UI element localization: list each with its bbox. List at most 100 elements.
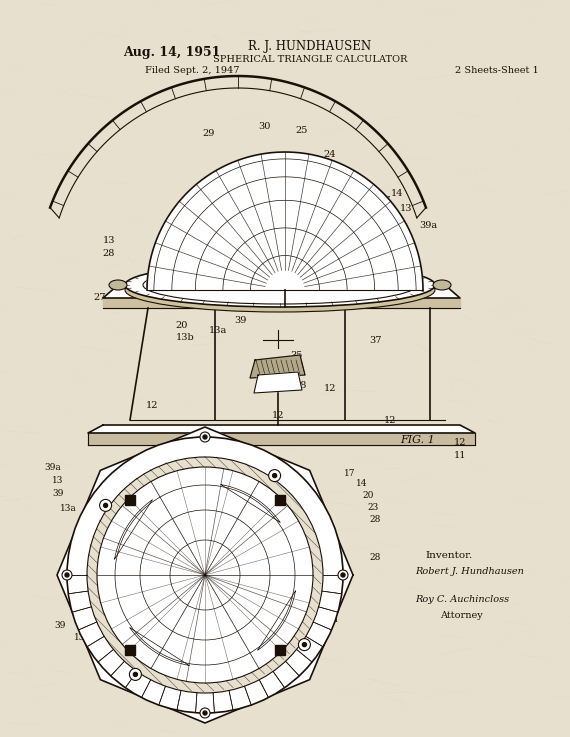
Text: 39a: 39a: [419, 220, 437, 229]
Text: 20: 20: [364, 206, 376, 215]
Circle shape: [203, 711, 207, 715]
Circle shape: [272, 474, 276, 478]
Text: 26: 26: [248, 156, 260, 164]
Text: R. J. HUNDHAUSEN: R. J. HUNDHAUSEN: [249, 40, 372, 52]
Polygon shape: [205, 485, 280, 575]
Text: 11: 11: [454, 450, 466, 459]
Text: 13: 13: [103, 236, 115, 245]
Text: 17: 17: [344, 469, 356, 478]
Circle shape: [65, 573, 69, 577]
Polygon shape: [57, 427, 353, 723]
Circle shape: [203, 435, 207, 439]
Text: 29: 29: [203, 128, 215, 138]
Text: 12: 12: [272, 411, 284, 419]
Ellipse shape: [125, 263, 435, 307]
Circle shape: [200, 432, 210, 442]
FancyBboxPatch shape: [125, 495, 135, 505]
Polygon shape: [103, 298, 460, 308]
Text: 13a: 13a: [60, 503, 76, 512]
Text: 38: 38: [294, 380, 306, 389]
Text: 34: 34: [209, 489, 221, 497]
Text: 27: 27: [93, 293, 106, 301]
Text: 13: 13: [400, 203, 412, 212]
Text: 17: 17: [378, 195, 391, 204]
Ellipse shape: [125, 268, 435, 312]
Text: 30: 30: [258, 122, 270, 130]
Text: 12: 12: [384, 416, 396, 425]
Text: 20: 20: [176, 321, 188, 329]
Text: 13: 13: [299, 640, 311, 649]
Text: FIG. 1: FIG. 1: [401, 435, 435, 445]
Text: 39: 39: [54, 621, 66, 630]
Circle shape: [87, 457, 323, 693]
Text: 23: 23: [339, 181, 351, 189]
Text: 12: 12: [146, 400, 158, 410]
Text: 39: 39: [180, 453, 191, 463]
Text: 14: 14: [391, 189, 403, 198]
Polygon shape: [103, 285, 460, 298]
Polygon shape: [115, 500, 205, 575]
Text: 37: 37: [369, 335, 381, 344]
Ellipse shape: [433, 280, 451, 290]
Text: Robert J. Hundhausen: Robert J. Hundhausen: [415, 567, 524, 576]
Text: 39a: 39a: [44, 463, 62, 472]
Circle shape: [133, 672, 137, 677]
Text: 13a: 13a: [74, 634, 91, 643]
Text: SPHERICAL TRIANGLE CALCULATOR: SPHERICAL TRIANGLE CALCULATOR: [213, 55, 407, 63]
Text: 25: 25: [296, 125, 308, 134]
Text: 36: 36: [257, 383, 269, 393]
Text: 25: 25: [226, 635, 238, 644]
FancyBboxPatch shape: [275, 495, 285, 505]
Text: 13b: 13b: [176, 332, 194, 341]
Text: 39: 39: [52, 489, 64, 497]
Text: 23: 23: [368, 503, 378, 511]
Ellipse shape: [109, 280, 127, 290]
Text: 35: 35: [169, 500, 181, 509]
Text: Aug. 14, 1951: Aug. 14, 1951: [123, 46, 221, 58]
Text: 2 Sheets-Sheet 1: 2 Sheets-Sheet 1: [455, 66, 539, 74]
Text: 39a: 39a: [321, 615, 339, 624]
Text: Inventor.: Inventor.: [425, 551, 473, 559]
Text: 28: 28: [369, 515, 381, 525]
Text: Attorney: Attorney: [440, 612, 483, 621]
Text: 29: 29: [229, 551, 241, 559]
Circle shape: [67, 437, 343, 713]
Text: 23: 23: [251, 187, 263, 197]
Polygon shape: [88, 425, 475, 433]
Text: 28: 28: [103, 248, 115, 257]
Circle shape: [104, 503, 108, 507]
Circle shape: [338, 570, 348, 580]
Text: 12: 12: [324, 383, 336, 393]
Text: 34: 34: [272, 366, 284, 374]
Circle shape: [268, 469, 280, 481]
Text: 14: 14: [356, 478, 368, 487]
Text: 13a: 13a: [231, 450, 249, 459]
FancyBboxPatch shape: [125, 645, 135, 655]
Polygon shape: [130, 575, 205, 666]
Circle shape: [62, 570, 72, 580]
Circle shape: [129, 668, 141, 680]
Polygon shape: [147, 152, 423, 290]
Text: Roy C. Auchincloss: Roy C. Auchincloss: [415, 595, 509, 604]
Text: 13: 13: [52, 475, 64, 484]
FancyBboxPatch shape: [275, 645, 285, 655]
Circle shape: [97, 467, 313, 683]
Polygon shape: [254, 372, 302, 393]
Polygon shape: [205, 575, 295, 650]
Text: 13a: 13a: [209, 326, 227, 335]
Circle shape: [303, 643, 307, 646]
Circle shape: [100, 500, 112, 511]
Text: Filed Sept. 2, 1947: Filed Sept. 2, 1947: [145, 66, 239, 74]
Circle shape: [341, 573, 345, 577]
Ellipse shape: [143, 266, 417, 304]
Text: 35: 35: [290, 351, 302, 360]
Text: 20: 20: [363, 491, 374, 500]
Text: 24: 24: [194, 567, 206, 576]
Text: FIG. 2: FIG. 2: [178, 647, 213, 657]
Polygon shape: [88, 433, 475, 445]
Text: 28: 28: [369, 553, 381, 562]
Text: 12: 12: [454, 438, 466, 447]
Polygon shape: [250, 355, 305, 378]
Text: 39: 39: [234, 315, 246, 324]
Circle shape: [200, 708, 210, 718]
